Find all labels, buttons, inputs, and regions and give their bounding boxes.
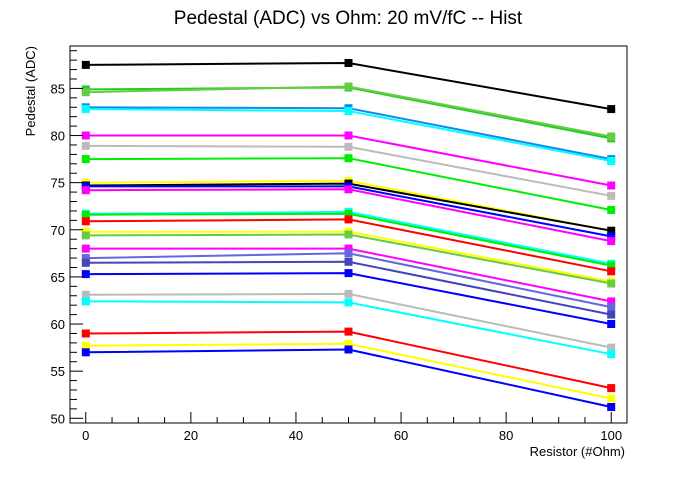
series-22-point xyxy=(607,343,616,352)
series-20-point xyxy=(344,257,353,266)
series-7-point xyxy=(344,142,353,151)
series-17-point xyxy=(607,279,616,288)
y-tick-label: 55 xyxy=(51,364,65,379)
series-24-point xyxy=(344,327,353,336)
series-1-point xyxy=(81,60,90,69)
series-23-point xyxy=(81,297,90,306)
series-24-point xyxy=(81,329,90,338)
series-7-point xyxy=(81,141,90,150)
series-25-point xyxy=(81,341,90,350)
y-tick-label: 70 xyxy=(51,223,65,238)
series-23-point xyxy=(607,350,616,359)
series-22-point xyxy=(81,290,90,299)
series-26-point xyxy=(344,345,353,354)
series-15-point xyxy=(607,267,616,276)
y-tick-label: 80 xyxy=(51,129,65,144)
series-25-point xyxy=(344,339,353,348)
y-tick-label: 60 xyxy=(51,317,65,332)
x-axis-label: Resistor (#Ohm) xyxy=(530,444,625,459)
series-3-point xyxy=(607,132,616,141)
y-tick-label: 85 xyxy=(51,81,65,96)
series-12-point xyxy=(344,185,353,194)
series-24-point xyxy=(607,384,616,393)
series-21-point xyxy=(81,270,90,279)
series-20-point xyxy=(607,310,616,319)
series-23-point xyxy=(344,298,353,307)
series-1-point xyxy=(344,59,353,67)
series-8-point xyxy=(81,155,90,164)
series-7-point xyxy=(607,191,616,200)
series-12-point xyxy=(607,237,616,246)
series-6-point xyxy=(81,131,90,140)
series-26-point xyxy=(81,348,90,357)
chart-title: Pedestal (ADC) vs Ohm: 20 mV/fC -- Hist xyxy=(174,8,523,29)
series-3-point xyxy=(344,82,353,91)
x-axis: 0 20 40 60 80 100 xyxy=(82,412,622,443)
series-5-point xyxy=(344,107,353,115)
series-5-point xyxy=(607,157,616,165)
series-12-point xyxy=(81,186,90,195)
series-14-point xyxy=(81,210,90,219)
series-22-point xyxy=(344,289,353,298)
series-15-point xyxy=(344,215,353,224)
series-17-point xyxy=(81,231,90,240)
series-15-point xyxy=(81,217,90,226)
y-axis-label: Pedestal (ADC) xyxy=(23,46,38,136)
series-19-point xyxy=(344,249,353,258)
series-19-point xyxy=(81,254,90,263)
series-18-point xyxy=(607,297,616,306)
x-tick-label: 60 xyxy=(394,428,408,443)
series-17-point xyxy=(344,230,353,239)
series-8-point xyxy=(344,154,353,163)
series-line-26 xyxy=(85,348,612,408)
series-6-point xyxy=(607,181,616,190)
series-21-point xyxy=(344,269,353,278)
series-20-point xyxy=(81,258,90,267)
series-26-point xyxy=(607,403,616,411)
x-tick-label: 40 xyxy=(289,428,303,443)
series-18-point xyxy=(344,244,353,253)
series-10-point xyxy=(607,226,616,235)
x-tick-label: 0 xyxy=(82,428,89,443)
series-6-point xyxy=(344,131,353,140)
series-14-point xyxy=(344,209,353,218)
x-tick-label: 80 xyxy=(499,428,513,443)
x-tick-label: 100 xyxy=(600,428,622,443)
series-11-point xyxy=(607,232,616,241)
y-tick-label: 50 xyxy=(51,411,65,426)
x-tick-label: 20 xyxy=(184,428,198,443)
series-3-point xyxy=(81,88,90,97)
series-21-point xyxy=(607,320,616,328)
series-5-point xyxy=(81,105,90,114)
series-8-point xyxy=(607,206,616,214)
series-19-point xyxy=(607,303,616,312)
y-axis: 50 55 60 65 70 75 80 85 xyxy=(51,50,83,426)
series-1-point xyxy=(607,105,616,114)
series-14-point xyxy=(607,261,616,270)
y-tick-label: 65 xyxy=(51,270,65,285)
series-markers-group xyxy=(81,59,616,411)
series-25-point xyxy=(607,394,616,403)
series-18-point xyxy=(81,244,90,253)
y-tick-label: 75 xyxy=(51,176,65,191)
